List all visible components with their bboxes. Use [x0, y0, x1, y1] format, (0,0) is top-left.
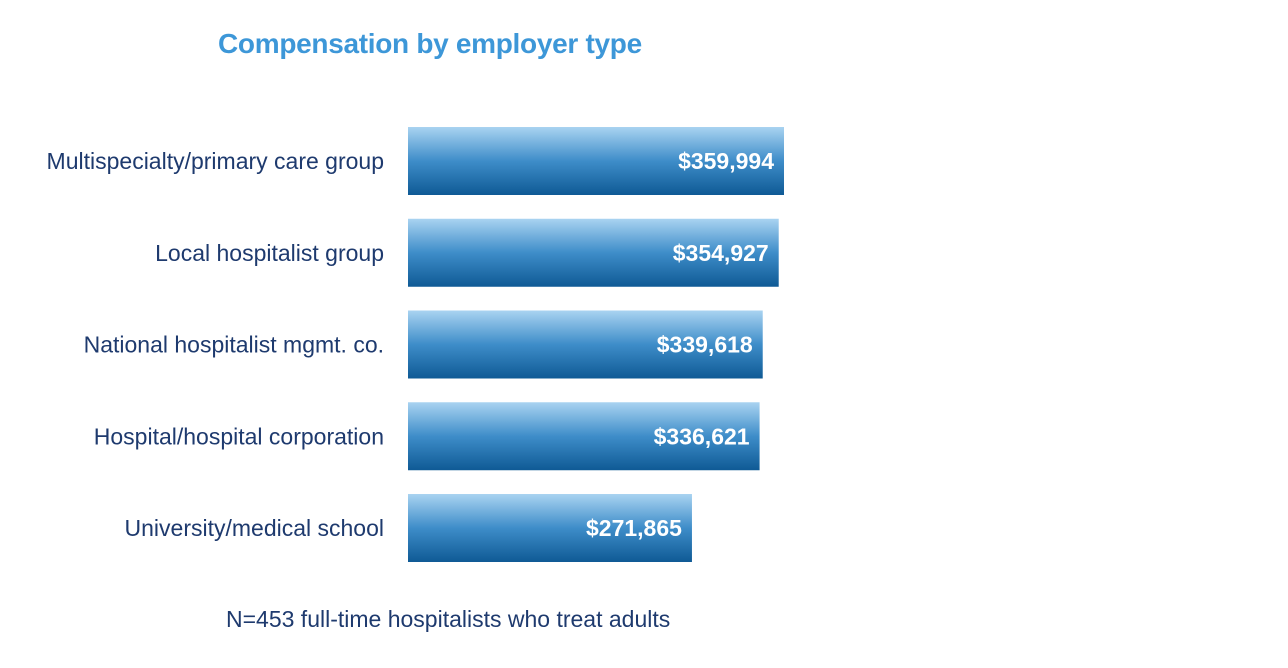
chart-title: Compensation by employer type — [218, 28, 642, 59]
category-label-4: University/medical school — [125, 515, 384, 541]
bar-0 — [408, 127, 784, 195]
chart-note: N=453 full-time hospitalists who treat a… — [226, 606, 671, 632]
bar-2 — [408, 310, 763, 379]
bars-group: Multispecialty/primary care group $359,99… — [47, 127, 784, 562]
category-label-3: Hospital/hospital corporation — [94, 423, 384, 449]
bar-1 — [408, 218, 779, 287]
value-label-1: $354,927 — [673, 240, 769, 266]
value-label-0: $359,994 — [678, 148, 774, 174]
value-label-2: $339,618 — [657, 332, 753, 358]
bar-3 — [408, 402, 760, 471]
category-label-2: National hospitalist mgmt. co. — [84, 332, 384, 358]
value-label-3: $336,621 — [654, 423, 750, 449]
value-label-4: $271,865 — [586, 515, 682, 541]
category-label-1: Local hospitalist group — [155, 240, 384, 266]
category-label-0: Multispecialty/primary care group — [47, 148, 384, 174]
bar-4 — [408, 494, 692, 562]
